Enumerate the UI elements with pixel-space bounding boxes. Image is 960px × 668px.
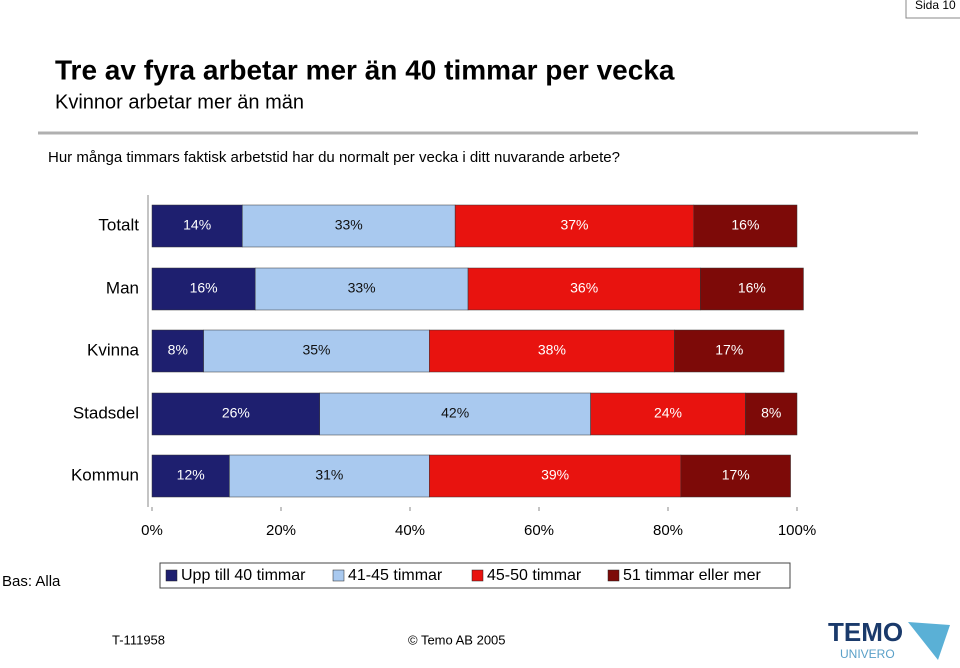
legend-label: 45-50 timmar xyxy=(487,567,582,584)
x-tick-label: 40% xyxy=(395,522,425,539)
bar-segment xyxy=(151,329,204,373)
title: Tre av fyra arbetar mer än 40 timmar per… xyxy=(55,54,675,85)
value-label: 17% xyxy=(715,342,743,358)
logo-sub: UNIVERO xyxy=(840,647,895,661)
value-label: 16% xyxy=(190,280,218,296)
x-tick-label: 0% xyxy=(141,522,163,539)
category-label: Stadsdel xyxy=(73,403,139,422)
value-label: 16% xyxy=(738,280,766,296)
category-label: Man xyxy=(106,278,139,297)
logo: TEMO xyxy=(828,617,903,647)
bar-segment xyxy=(590,392,746,436)
x-tick-label: 60% xyxy=(524,522,554,539)
question: Hur många timmars faktisk arbetstid har … xyxy=(48,149,620,166)
value-label: 33% xyxy=(348,280,376,296)
bar-segment xyxy=(674,329,785,373)
value-label: 37% xyxy=(560,217,588,233)
base-note: Bas: Alla xyxy=(2,573,61,590)
legend-swatch xyxy=(332,569,345,582)
category-label: Totalt xyxy=(98,215,139,234)
bar-segment xyxy=(242,204,456,248)
value-label: 16% xyxy=(731,217,759,233)
value-label: 26% xyxy=(222,405,250,421)
value-label: 24% xyxy=(654,405,682,421)
footer-copyright: © Temo AB 2005 xyxy=(408,632,506,647)
value-label: 33% xyxy=(335,217,363,233)
legend-label: Upp till 40 timmar xyxy=(181,567,306,584)
bar-segment xyxy=(151,267,256,311)
bar-segment xyxy=(429,454,682,498)
value-label: 38% xyxy=(538,342,566,358)
legend-swatch xyxy=(607,569,620,582)
bar-segment xyxy=(429,329,675,373)
bar-segment xyxy=(151,204,243,248)
legend-label: 51 timmar eller mer xyxy=(623,567,761,584)
value-label: 17% xyxy=(722,467,750,483)
bar-segment xyxy=(700,267,804,311)
value-label: 8% xyxy=(761,405,781,421)
bar-segment xyxy=(254,267,469,311)
page-label: Sida 10 xyxy=(915,0,956,12)
bar-segment xyxy=(745,392,798,436)
x-tick-label: 100% xyxy=(778,522,816,539)
subtitle: Kvinnor arbetar mer än män xyxy=(55,91,304,113)
legend-swatch xyxy=(471,569,484,582)
bar-segment xyxy=(467,267,701,311)
bar-segment xyxy=(203,329,430,373)
value-label: 35% xyxy=(302,342,330,358)
value-label: 36% xyxy=(570,280,598,296)
value-label: 39% xyxy=(541,467,569,483)
bar-segment xyxy=(454,204,695,248)
page-box xyxy=(905,0,960,19)
value-label: 42% xyxy=(441,405,469,421)
footer-code: T-111958 xyxy=(112,632,165,647)
value-label: 31% xyxy=(315,467,343,483)
x-tick-label: 20% xyxy=(266,522,296,539)
value-label: 14% xyxy=(183,217,211,233)
value-label: 8% xyxy=(168,342,188,358)
category-label: Kommun xyxy=(71,465,139,484)
legend-label: 41-45 timmar xyxy=(348,567,443,584)
x-tick-label: 80% xyxy=(653,522,683,539)
logo-mark xyxy=(908,622,950,660)
value-label: 12% xyxy=(177,467,205,483)
legend-swatch xyxy=(165,569,178,582)
bar-segment xyxy=(693,204,798,248)
category-label: Kvinna xyxy=(87,340,140,359)
bar-segment xyxy=(680,454,791,498)
bar-segment xyxy=(229,454,430,498)
